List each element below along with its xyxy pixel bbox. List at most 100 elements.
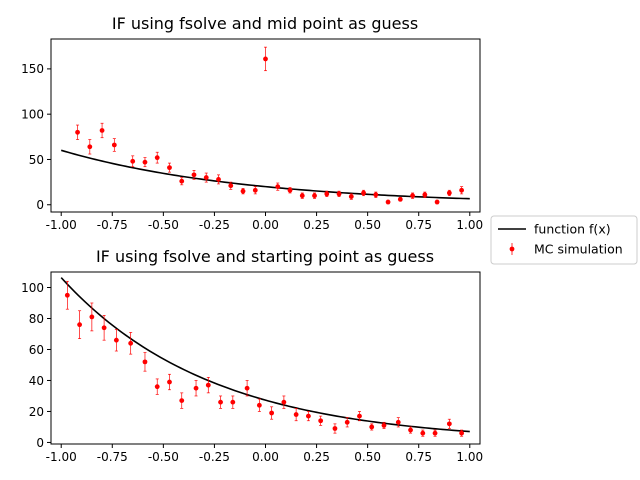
data-point xyxy=(191,172,197,178)
data-point xyxy=(446,421,452,427)
data-point xyxy=(179,178,185,184)
data-point xyxy=(128,340,134,346)
data-point xyxy=(293,412,299,417)
data-point xyxy=(205,382,211,388)
data-point xyxy=(216,176,221,182)
data-point xyxy=(432,430,438,436)
data-point xyxy=(154,384,160,390)
data-point xyxy=(87,144,93,150)
x-tick-label: -1.00 xyxy=(46,450,77,464)
x-tick-label: 0.25 xyxy=(303,218,330,232)
data-point xyxy=(252,187,258,193)
data-point xyxy=(459,430,465,436)
x-tick-label: 0.75 xyxy=(405,218,432,232)
data-point xyxy=(459,187,465,193)
data-point xyxy=(306,413,311,419)
x-tick-label: -0.50 xyxy=(148,218,179,232)
data-point xyxy=(244,385,250,391)
chart-title-top: IF using fsolve and mid point as guess xyxy=(112,14,418,33)
data-point xyxy=(385,199,391,205)
y-tick-label: 0 xyxy=(36,198,44,212)
data-point xyxy=(332,426,338,431)
y-tick-label: 50 xyxy=(29,153,44,167)
data-point xyxy=(89,314,95,320)
data-point xyxy=(357,413,362,419)
data-point xyxy=(397,196,403,202)
x-tick-label: 0.75 xyxy=(405,450,432,464)
data-point xyxy=(75,129,80,135)
x-tick-label: -1.00 xyxy=(46,218,77,232)
data-point xyxy=(167,379,172,385)
y-tick-label: 100 xyxy=(21,281,44,295)
x-tick-label: 0.50 xyxy=(354,218,381,232)
data-point xyxy=(336,191,342,197)
data-point xyxy=(77,322,82,328)
data-point xyxy=(179,398,185,404)
x-tick-label: -0.75 xyxy=(97,450,128,464)
data-point xyxy=(193,385,199,391)
data-point xyxy=(312,193,317,199)
data-point xyxy=(64,292,70,298)
data-point xyxy=(230,399,236,405)
data-point xyxy=(256,402,262,408)
data-point xyxy=(381,423,387,428)
data-point xyxy=(408,427,413,433)
x-tick-label: 0.00 xyxy=(252,450,279,464)
axes-frame xyxy=(50,271,481,445)
legend-frame xyxy=(490,215,638,265)
series-line-function xyxy=(60,277,470,433)
legend: function f(x) MC simulation xyxy=(490,215,638,265)
subplot-top: IF using fsolve and mid point as guess -… xyxy=(21,14,483,232)
data-point xyxy=(275,184,281,190)
data-point xyxy=(324,191,330,197)
data-point xyxy=(420,430,426,436)
y-tick-label: 40 xyxy=(29,374,44,388)
data-point xyxy=(446,190,452,196)
data-point xyxy=(410,193,415,199)
x-tick-label: 1.00 xyxy=(456,450,483,464)
data-point xyxy=(299,193,305,199)
data-point xyxy=(167,165,172,171)
x-tick-label: -0.25 xyxy=(199,450,230,464)
data-point xyxy=(99,128,105,133)
data-point xyxy=(318,418,324,424)
y-tick-label: 60 xyxy=(29,343,44,357)
x-tick-label: 0.25 xyxy=(303,450,330,464)
y-tick-label: 20 xyxy=(29,405,44,419)
data-point xyxy=(434,199,440,205)
data-point xyxy=(113,337,119,343)
x-tick-label: -0.25 xyxy=(199,218,230,232)
y-tick-label: 100 xyxy=(21,107,44,121)
data-point xyxy=(281,399,287,405)
data-point xyxy=(130,158,136,164)
subplot-bottom: IF using fsolve and starting point as gu… xyxy=(21,247,483,464)
data-point xyxy=(142,359,148,365)
x-tick-label: -0.50 xyxy=(148,450,179,464)
y-tick-label: 0 xyxy=(36,436,44,450)
data-point xyxy=(422,192,428,198)
data-point xyxy=(373,192,379,198)
legend-marker-swatch xyxy=(509,246,515,252)
data-point xyxy=(101,325,107,331)
legend-label-function: function f(x) xyxy=(534,222,611,237)
data-point xyxy=(287,187,293,193)
series-line-function xyxy=(60,149,470,200)
data-point xyxy=(395,419,401,425)
data-point xyxy=(142,159,148,165)
data-point xyxy=(344,419,350,425)
y-tick-label: 80 xyxy=(29,312,44,326)
data-point xyxy=(361,190,366,196)
x-tick-label: -0.75 xyxy=(97,218,128,232)
data-point xyxy=(269,410,275,416)
data-point xyxy=(154,155,160,161)
chart-title-bottom: IF using fsolve and starting point as gu… xyxy=(96,247,434,266)
data-point xyxy=(263,56,268,62)
data-point xyxy=(348,194,354,200)
data-point xyxy=(111,142,117,148)
data-point xyxy=(228,183,234,189)
y-tick-label: 150 xyxy=(21,62,44,76)
x-tick-label: 0.50 xyxy=(354,450,381,464)
data-point xyxy=(369,424,375,430)
data-point xyxy=(203,175,209,180)
